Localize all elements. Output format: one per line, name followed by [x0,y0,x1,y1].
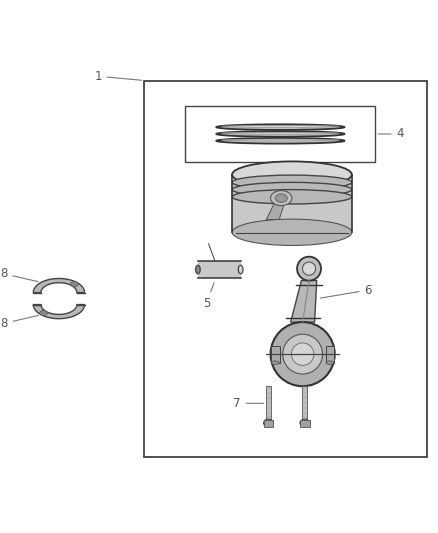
Bar [232,183,352,232]
Polygon shape [291,280,317,322]
Ellipse shape [264,419,273,427]
Circle shape [297,257,321,280]
Ellipse shape [238,265,243,274]
Bar [302,386,307,419]
Bar [145,80,427,457]
Ellipse shape [232,190,352,204]
Ellipse shape [40,310,47,316]
Text: 8: 8 [0,316,38,330]
Ellipse shape [300,419,310,427]
Ellipse shape [221,125,339,127]
Bar [185,106,375,161]
Ellipse shape [326,361,334,365]
Text: 7: 7 [233,397,264,410]
Ellipse shape [232,175,352,189]
Text: 8: 8 [0,267,38,282]
Bar [271,346,279,362]
Ellipse shape [71,281,78,287]
Ellipse shape [195,265,200,274]
Text: 4: 4 [378,127,404,141]
Ellipse shape [221,132,339,134]
Bar [325,346,334,362]
Ellipse shape [221,139,339,141]
Ellipse shape [216,131,345,137]
Ellipse shape [271,191,292,206]
Circle shape [303,262,316,275]
Ellipse shape [232,182,352,197]
Ellipse shape [216,124,345,130]
Bar [264,420,273,427]
Ellipse shape [272,361,279,365]
Circle shape [291,343,314,365]
Text: 6: 6 [320,284,372,298]
Ellipse shape [232,219,352,246]
Polygon shape [33,278,85,293]
Text: 5: 5 [203,283,214,310]
Ellipse shape [232,161,352,188]
Bar [300,420,310,427]
Text: 1: 1 [94,70,141,83]
Ellipse shape [216,138,345,143]
Circle shape [283,334,322,374]
Polygon shape [33,304,85,319]
Circle shape [271,322,335,386]
Bar [266,386,271,419]
Bar [198,261,240,278]
Ellipse shape [275,194,287,203]
Polygon shape [266,194,288,220]
